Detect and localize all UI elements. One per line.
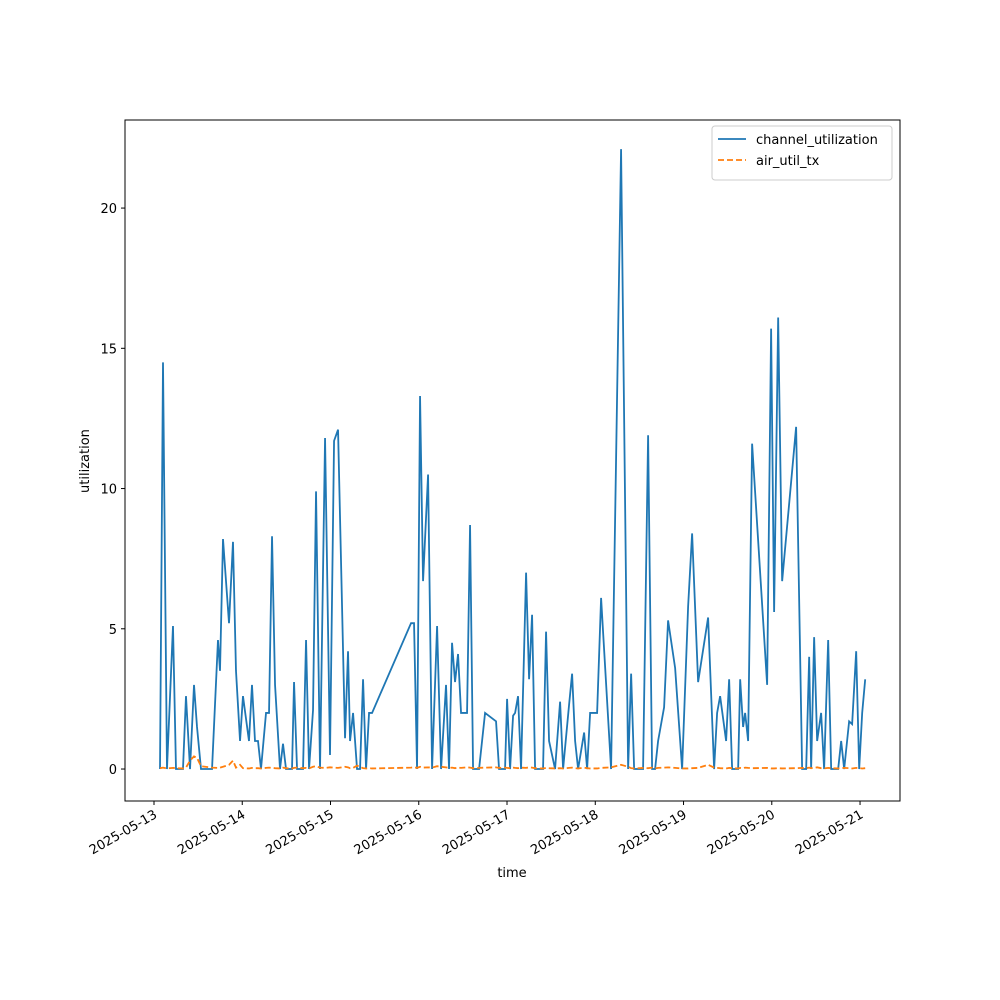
y-tick-label: 15: [100, 342, 117, 357]
y-tick-label: 20: [100, 202, 117, 217]
x-tick-label: 2025-05-17: [440, 807, 513, 858]
y-tick-label: 10: [100, 483, 117, 498]
y-tick-label: 0: [109, 763, 117, 778]
x-tick-label: 2025-05-14: [175, 807, 248, 858]
x-tick-label: 2025-05-21: [793, 807, 866, 858]
x-tick-label: 2025-05-18: [528, 807, 601, 858]
legend-label: air_util_tx: [756, 154, 820, 169]
plot-frame: [124, 119, 901, 802]
x-axis-label: time: [497, 866, 526, 881]
x-tick-label: 2025-05-19: [617, 807, 690, 858]
y-axis-label: utilization: [78, 429, 93, 493]
x-tick-label: 2025-05-13: [87, 807, 160, 858]
legend-box: [711, 125, 893, 181]
legend-label: channel_utilization: [756, 133, 878, 148]
y-tick-label: 5: [109, 623, 117, 638]
x-tick-label: 2025-05-20: [705, 807, 778, 858]
x-tick-label: 2025-05-16: [352, 807, 425, 858]
data-line: [159, 755, 866, 770]
x-tick-label: 2025-05-15: [264, 807, 337, 858]
data-line: [159, 149, 867, 770]
